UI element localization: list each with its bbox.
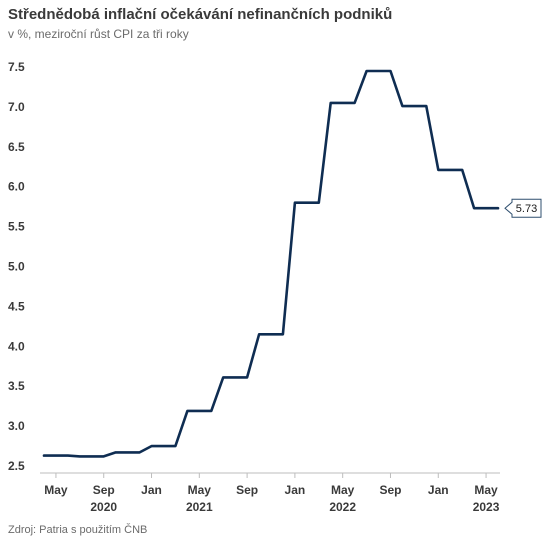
axes: 2.5 3.0 3.5 4.0 4.5 5.0 5.5 6.0 6.5 7.0 7.5 May Sep 2… xyxy=(8,60,500,514)
callout-box xyxy=(504,198,542,218)
x-year-label: 2023 xyxy=(473,500,500,514)
last-value-callout: 5.73 xyxy=(504,198,542,218)
x-tick-label: Jan xyxy=(428,483,449,497)
source-note: Zdroj: Patria s použitím ČNB xyxy=(8,524,148,536)
x-tick-label: Jan xyxy=(141,483,162,497)
x-tick-label: Sep xyxy=(379,483,401,497)
series-layer xyxy=(42,69,500,458)
chart-subtitle: v %, meziroční růst CPI za tři roky xyxy=(8,27,189,41)
chart-title: Střednědobá inflační očekávání nefinančn… xyxy=(8,6,393,23)
x-tick-label: May xyxy=(474,483,498,497)
y-tick-label: 3.0 xyxy=(8,419,25,433)
y-tick-label: 2.5 xyxy=(8,459,25,473)
x-tick-label: May xyxy=(44,483,68,497)
series-line xyxy=(42,69,500,458)
x-tick-label: Sep xyxy=(93,483,115,497)
x-tick-label: May xyxy=(331,483,355,497)
x-year-label: 2020 xyxy=(90,500,117,514)
y-tick-label: 4.5 xyxy=(8,299,25,313)
x-year-label: 2021 xyxy=(186,500,213,514)
x-year-label: 2022 xyxy=(329,500,356,514)
y-tick-label: 6.5 xyxy=(8,140,25,154)
x-tick-label: Jan xyxy=(285,483,306,497)
y-tick-label: 4.0 xyxy=(8,339,25,353)
x-tick-label: Sep xyxy=(236,483,258,497)
y-tick-label: 5.5 xyxy=(8,220,25,234)
callout-value: 5.73 xyxy=(516,203,537,215)
y-tick-label: 7.5 xyxy=(8,60,25,74)
y-tick-label: 7.0 xyxy=(8,100,25,114)
y-tick-label: 3.5 xyxy=(8,379,25,393)
y-tick-label: 6.0 xyxy=(8,180,25,194)
y-tick-label: 5.0 xyxy=(8,260,25,274)
x-tick-label: May xyxy=(188,483,212,497)
